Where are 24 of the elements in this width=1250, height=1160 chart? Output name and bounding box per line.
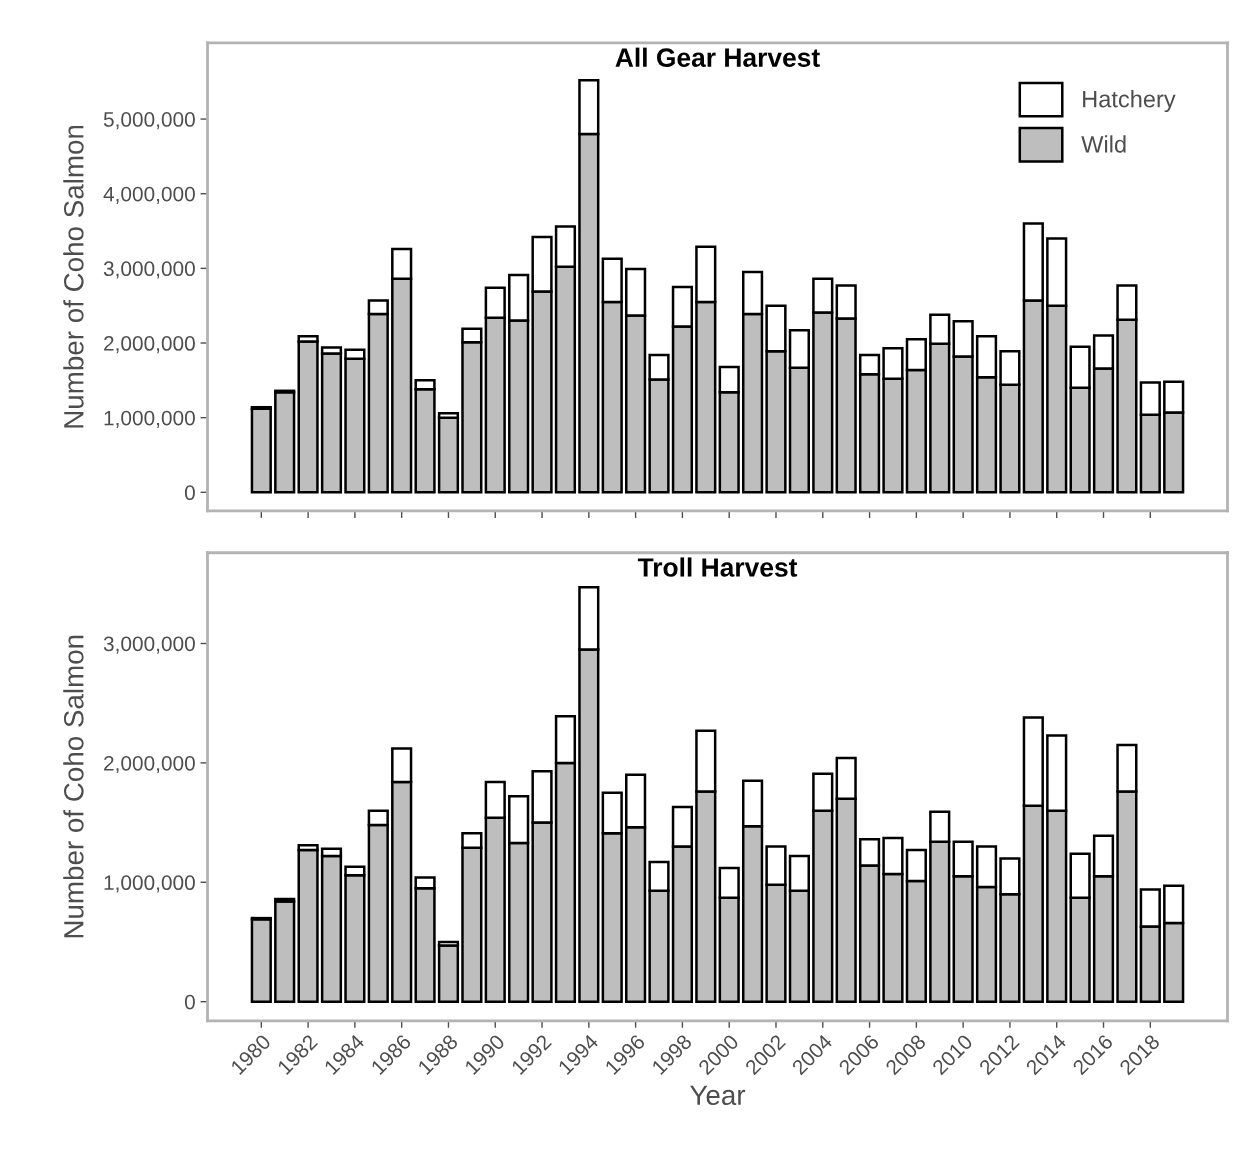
y-tick-label: 2,000,000 <box>104 336 195 354</box>
bar <box>250 407 272 494</box>
y-tick-label: 3,000,000 <box>103 261 195 279</box>
y-axis-title: Number of Coho Salmon <box>63 125 84 428</box>
y-axis-title: Number of Coho Salmon <box>63 635 84 938</box>
bar <box>250 918 272 1003</box>
bar <box>437 944 460 1003</box>
y-tick-label: 0 <box>184 994 195 1010</box>
chart-title: Troll Harvest <box>637 557 798 577</box>
y-tick-label: 4,000,000 <box>103 186 195 204</box>
x-axis-title: Year <box>690 1085 746 1106</box>
chart-title: All Gear Harvest <box>615 47 820 67</box>
y-tick-label: 5,000,000 <box>103 112 195 130</box>
y-tick-label: 3,000,000 <box>103 636 195 654</box>
bar <box>297 848 319 1003</box>
y-tick-label: 1,000,000 <box>104 875 195 893</box>
y-tick-label: 1,000,000 <box>104 410 195 428</box>
y-tick-label: 0 <box>184 485 195 501</box>
y-tick-label: 2,000,000 <box>104 755 195 774</box>
bar <box>274 391 296 494</box>
bar <box>437 416 460 494</box>
bar <box>274 900 296 1003</box>
legend-label: Hatchery <box>1083 90 1176 113</box>
legend-label: Wild <box>1081 135 1126 153</box>
